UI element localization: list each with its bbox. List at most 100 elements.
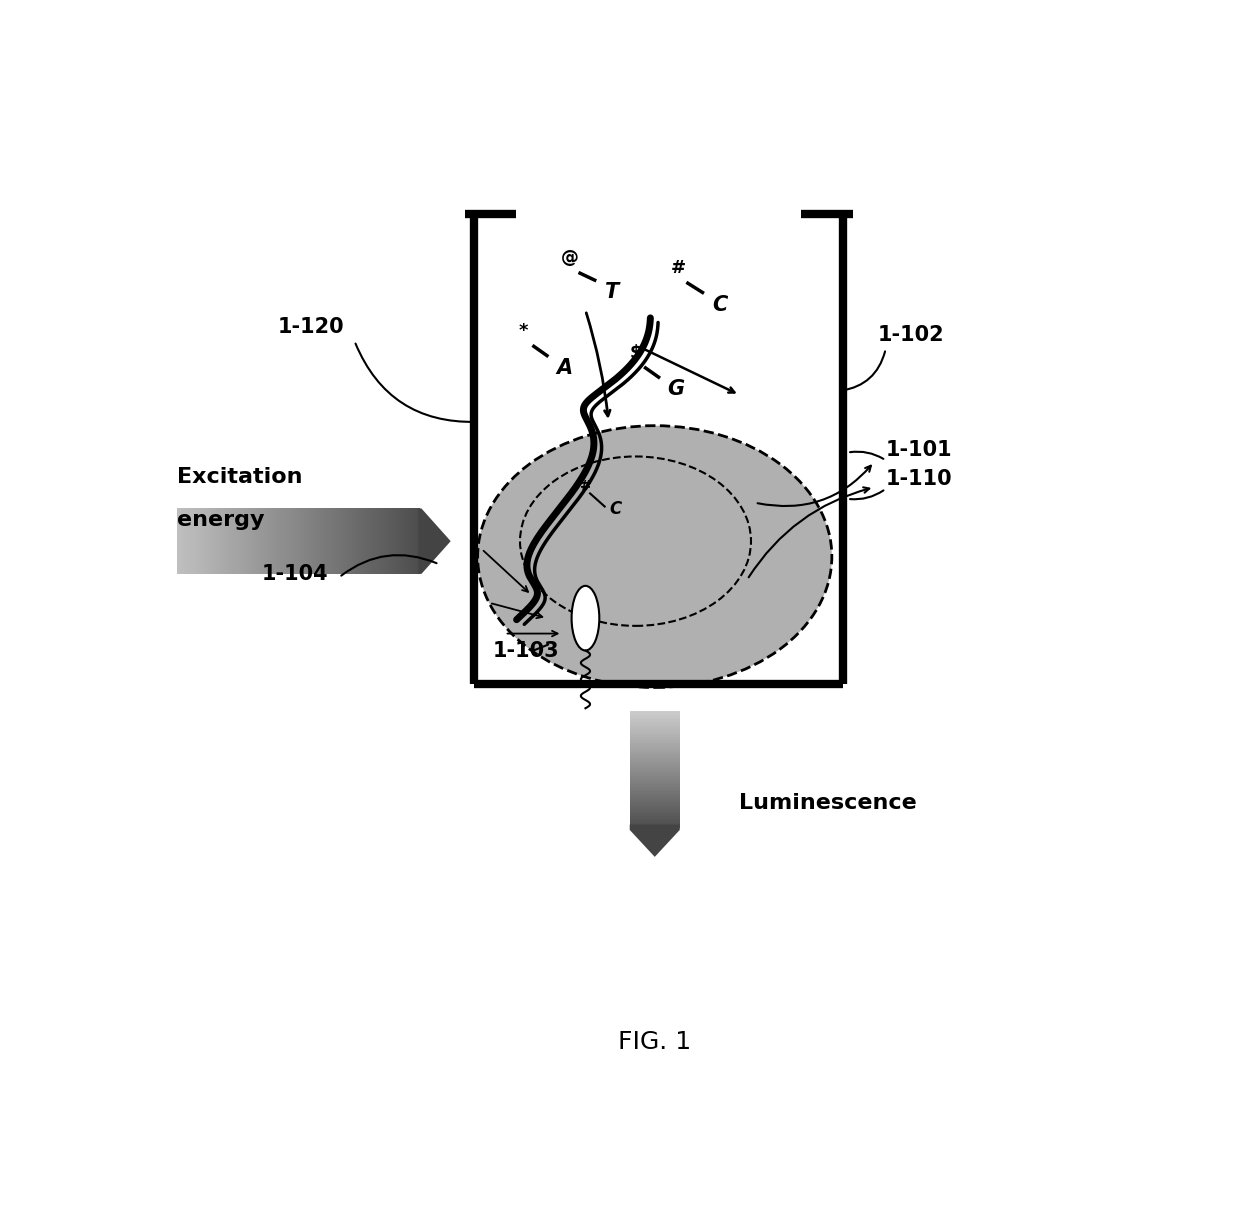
Bar xyxy=(329,508,331,574)
Bar xyxy=(630,780,680,781)
Bar xyxy=(299,508,301,574)
Bar xyxy=(630,715,680,717)
Bar xyxy=(357,508,360,574)
Bar xyxy=(399,508,402,574)
Bar xyxy=(376,508,378,574)
Bar xyxy=(337,508,340,574)
Bar xyxy=(343,508,346,574)
Bar xyxy=(202,508,205,574)
Bar xyxy=(630,804,680,806)
Bar xyxy=(258,508,260,574)
Bar xyxy=(396,508,398,574)
Bar xyxy=(630,732,680,734)
FancyArrow shape xyxy=(418,508,450,574)
Bar xyxy=(309,508,311,574)
FancyArrow shape xyxy=(630,825,680,857)
Bar xyxy=(248,508,250,574)
Bar xyxy=(630,793,680,794)
Bar xyxy=(200,508,202,574)
Bar xyxy=(355,508,357,574)
Bar xyxy=(379,508,382,574)
Bar xyxy=(289,508,291,574)
Bar xyxy=(630,749,680,750)
Bar xyxy=(350,508,352,574)
Bar xyxy=(630,766,680,769)
Bar xyxy=(341,508,343,574)
Text: Luminescence: Luminescence xyxy=(739,793,918,814)
Bar xyxy=(270,508,273,574)
Bar xyxy=(257,508,259,574)
Bar xyxy=(630,744,680,747)
Bar xyxy=(630,817,680,820)
Bar xyxy=(415,508,418,574)
Bar xyxy=(345,508,347,574)
Bar xyxy=(186,508,187,574)
Bar xyxy=(190,508,192,574)
Text: FIG. 1: FIG. 1 xyxy=(619,1029,692,1054)
Bar xyxy=(386,508,388,574)
Bar xyxy=(252,508,254,574)
Bar xyxy=(630,803,680,805)
Bar xyxy=(383,508,386,574)
Bar xyxy=(630,800,680,801)
Text: #: # xyxy=(580,479,591,492)
Ellipse shape xyxy=(477,425,832,687)
Bar xyxy=(630,713,680,714)
Bar xyxy=(311,508,314,574)
Bar xyxy=(630,789,680,792)
Bar xyxy=(630,790,680,793)
Bar xyxy=(630,823,680,825)
Text: #: # xyxy=(671,258,686,276)
Bar xyxy=(353,508,356,574)
Bar xyxy=(630,775,680,777)
Bar xyxy=(630,805,680,808)
Bar xyxy=(351,508,353,574)
Bar xyxy=(630,745,680,748)
Bar xyxy=(325,508,327,574)
Bar xyxy=(630,710,680,713)
Bar xyxy=(316,508,319,574)
Bar xyxy=(630,737,680,739)
Bar xyxy=(373,508,376,574)
Bar xyxy=(347,508,350,574)
Bar xyxy=(213,508,216,574)
Bar xyxy=(339,508,341,574)
Bar xyxy=(630,810,680,812)
Bar xyxy=(229,508,232,574)
Bar xyxy=(630,820,680,822)
Bar xyxy=(630,782,680,784)
Bar xyxy=(327,508,330,574)
Text: $: $ xyxy=(629,343,642,362)
Bar xyxy=(264,508,267,574)
Bar xyxy=(177,508,180,574)
Bar xyxy=(630,747,680,749)
Bar xyxy=(630,788,680,790)
Bar xyxy=(222,508,224,574)
Bar xyxy=(363,508,366,574)
Bar xyxy=(630,731,680,733)
Text: 1-102: 1-102 xyxy=(878,325,945,345)
Bar xyxy=(382,508,384,574)
Bar xyxy=(244,508,247,574)
Text: 1-110: 1-110 xyxy=(885,469,952,488)
Bar xyxy=(273,508,275,574)
Bar xyxy=(630,818,680,821)
Bar xyxy=(306,508,309,574)
Bar xyxy=(630,759,680,761)
Bar xyxy=(630,721,680,722)
Bar xyxy=(630,812,680,815)
Bar xyxy=(232,508,234,574)
Bar xyxy=(250,508,253,574)
Bar xyxy=(315,508,317,574)
Bar xyxy=(262,508,264,574)
Bar xyxy=(630,772,680,773)
Bar xyxy=(228,508,231,574)
Text: C: C xyxy=(609,501,621,518)
Bar xyxy=(283,508,285,574)
Bar xyxy=(372,508,373,574)
Bar xyxy=(331,508,334,574)
Bar xyxy=(268,508,270,574)
Bar xyxy=(191,508,193,574)
Bar xyxy=(630,714,680,715)
Bar xyxy=(274,508,277,574)
